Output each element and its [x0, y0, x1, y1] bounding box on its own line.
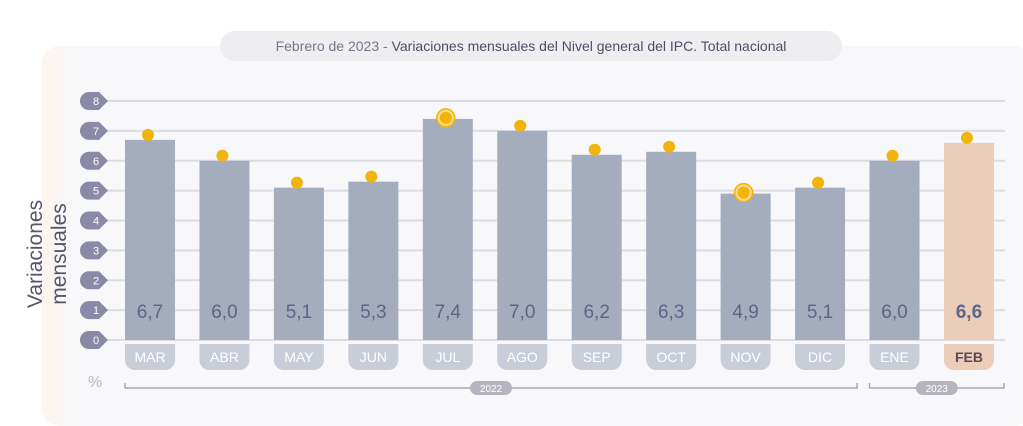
bar-value-label: 7,4 — [435, 302, 462, 323]
month-label: OCT — [656, 349, 686, 365]
marker-dot — [514, 119, 527, 132]
unit-label: % — [88, 374, 103, 391]
year-label: 2023 — [926, 384, 949, 395]
month-label: FEB — [955, 349, 983, 365]
month-pill — [273, 344, 324, 370]
title-date: Febrero de 2023 — [275, 38, 380, 54]
y-tick-label: 7 — [93, 126, 99, 138]
month-pill — [795, 344, 846, 370]
bar-value-label: 6,2 — [583, 302, 609, 323]
bar-value-label: 7,0 — [509, 302, 535, 323]
bar — [199, 160, 250, 340]
month-label: SEP — [583, 349, 611, 365]
bar — [646, 151, 697, 340]
month-pill — [422, 344, 473, 370]
marker-dot — [439, 111, 452, 124]
y-tick-badge — [80, 121, 108, 140]
chart-title: Febrero de 2023 - Variaciones mensuales … — [220, 31, 842, 61]
y-tick-badge — [80, 271, 108, 290]
month-pill — [571, 344, 622, 370]
y-tick-label: 4 — [93, 216, 99, 228]
month-label: MAY — [284, 349, 314, 365]
y-tick-badge — [80, 241, 108, 260]
bar-value-label: 5,1 — [807, 302, 833, 323]
y-tick-badge — [80, 301, 108, 320]
y-tick-label: 2 — [93, 275, 99, 287]
month-pill — [869, 344, 920, 370]
month-pill — [497, 344, 548, 370]
month-label: ABR — [210, 349, 239, 365]
marker-dot — [142, 128, 154, 141]
bar — [125, 139, 175, 340]
y-tick-label: 0 — [93, 335, 99, 347]
marker-dot — [216, 149, 229, 162]
marker-dot — [365, 170, 378, 183]
year-badge — [915, 381, 958, 395]
marker-dot — [588, 143, 601, 156]
marker-dot — [812, 176, 825, 189]
y-tick-badge — [80, 151, 108, 170]
y-tick-label: 3 — [93, 245, 99, 257]
bar-value-label: 5,3 — [360, 302, 386, 323]
y-tick-label: 1 — [93, 305, 99, 317]
bar — [869, 160, 920, 340]
bar — [422, 118, 473, 340]
y-tick-badge — [80, 181, 108, 200]
y-tick-badge — [80, 92, 108, 110]
marker-dot — [886, 149, 899, 162]
month-pill — [348, 344, 399, 370]
bar — [720, 193, 771, 340]
month-pill — [720, 344, 771, 370]
title-text: Variaciones mensuales del Nivel general … — [391, 38, 787, 54]
bar-value-label: 5,1 — [286, 302, 312, 323]
month-label: NOV — [730, 349, 761, 365]
bar-value-label: 4,9 — [732, 302, 758, 323]
month-pill — [199, 344, 250, 370]
bar-value-label: 6,0 — [881, 302, 907, 323]
y-tick-label: 5 — [93, 186, 99, 198]
marker-dot — [960, 131, 973, 144]
y-tick-badge — [80, 211, 108, 230]
y-tick-label: 8 — [93, 96, 99, 108]
year-label: 2022 — [480, 384, 503, 395]
y-tick-badge — [80, 331, 108, 349]
month-pill — [125, 344, 175, 370]
bar — [348, 181, 399, 340]
month-label: JUN — [360, 349, 387, 365]
month-pill — [943, 344, 994, 370]
y-tick-label: 6 — [93, 156, 99, 168]
marker-dot — [737, 186, 750, 199]
bar — [943, 142, 994, 340]
bar — [273, 187, 324, 340]
month-label: AGO — [507, 349, 538, 365]
bar-value-label: 6,7 — [137, 302, 163, 323]
month-label: JUL — [435, 349, 460, 365]
title-separator: - — [379, 38, 392, 54]
bar-value-label: 6,6 — [956, 302, 982, 323]
bar-value-label: 6,0 — [211, 302, 237, 323]
month-label: ENE — [880, 349, 909, 365]
bar — [497, 130, 548, 340]
marker-dot — [663, 140, 676, 153]
bar-value-label: 6,3 — [658, 302, 684, 323]
bar — [795, 187, 846, 340]
bar — [571, 154, 622, 340]
marker-dot — [290, 176, 303, 189]
month-label: DIC — [808, 349, 832, 365]
year-badge — [470, 381, 513, 395]
month-label: MAR — [134, 349, 165, 365]
month-pill — [646, 344, 697, 370]
